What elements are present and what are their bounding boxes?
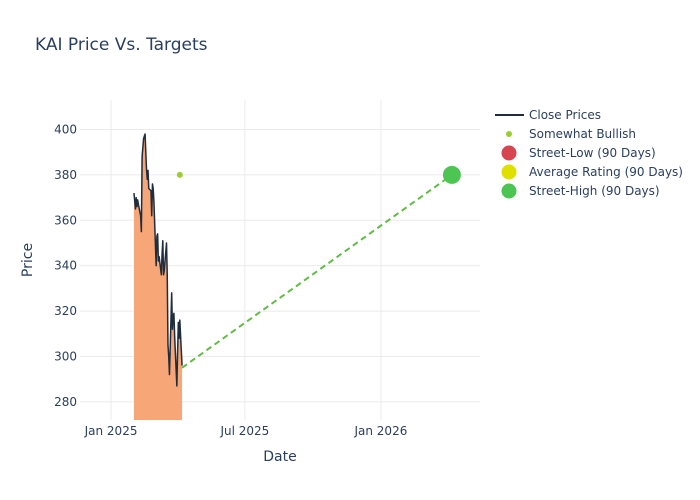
legend-street-high: Street-High (90 Days) (501, 183, 660, 199)
y-tick-label: 360 (54, 213, 77, 227)
legend-symbol (506, 131, 512, 137)
x-tick-label: Jul 2025 (219, 424, 269, 438)
legend-close-prices: Close Prices (495, 108, 601, 122)
axes: 280 300 320 340 360 380 400 Jan 2025 Jul 2025 Jan… (54, 123, 407, 438)
somewhat-bullish-point (176, 171, 183, 178)
y-tick-label: 340 (54, 259, 77, 273)
legend-street-low: Street-Low (90 Days) (501, 145, 656, 161)
y-tick-label: 320 (54, 304, 77, 318)
plot-area (133, 133, 461, 421)
close-price-area (133, 134, 183, 421)
x-tick-label: Jan 2026 (353, 424, 407, 438)
y-tick-label: 280 (54, 395, 77, 409)
legend-symbol (501, 164, 517, 180)
street-high-marker (442, 165, 461, 184)
y-axis-title: Price (20, 243, 36, 277)
legend-label: Somewhat Bullish (529, 127, 636, 141)
y-tick-label: 380 (54, 168, 77, 182)
legend-symbol (501, 183, 517, 199)
legend-label: Street-Low (90 Days) (529, 146, 656, 160)
legend-somewhat-bullish: Somewhat Bullish (506, 127, 636, 141)
x-axis-title: Date (263, 449, 296, 465)
legend: Close Prices Somewhat Bullish Street-Low (… (495, 108, 683, 199)
close-price-line (133, 133, 183, 387)
legend-label: Street-High (90 Days) (529, 184, 660, 198)
target-trend-line (181, 174, 453, 369)
legend-symbol (501, 145, 517, 161)
chart-title: KAI Price Vs. Targets (35, 35, 208, 55)
legend-label: Close Prices (529, 108, 601, 122)
legend-label: Average Rating (90 Days) (529, 165, 683, 179)
y-tick-label: 400 (54, 123, 77, 137)
legend-average-rating: Average Rating (90 Days) (501, 164, 683, 180)
x-tick-label: Jan 2025 (84, 424, 138, 438)
y-tick-label: 300 (54, 349, 77, 363)
